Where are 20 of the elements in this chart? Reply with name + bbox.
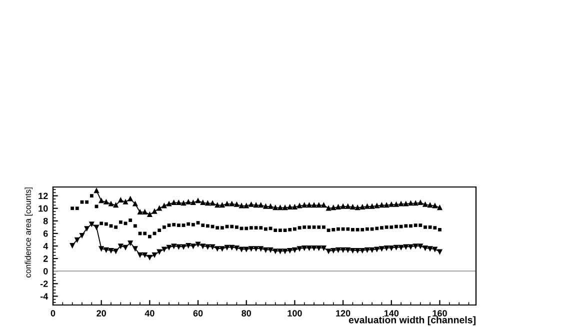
y-tick-label: 8 [43,218,48,224]
x-tick-label: 120 [336,310,350,316]
x-tick-label: 60 [193,310,203,316]
x-tick-label: 160 [432,310,447,316]
x-tick-label: 0 [50,310,56,316]
y-tick-label: -4 [40,293,48,300]
y-tick-label: 2 [43,256,48,262]
x-tick-label: 40 [144,310,154,316]
x-tick-label: 80 [242,310,252,316]
x-tick-label: 20 [96,310,106,316]
y-tick-label: 4 [43,243,48,250]
y-tick-label: 12 [38,192,48,200]
x-axis-title: evaluation width [channels] [348,316,476,326]
y-axis-title: confidence area [counts] [24,188,33,278]
x-tick-label: 140 [384,310,399,316]
x-tick-label: 100 [288,310,302,316]
y-tick-label: 0 [43,268,48,274]
y-tick-label: -2 [40,280,48,287]
y-tick-label: 6 [43,230,48,237]
y-tick-label: 10 [38,205,48,212]
